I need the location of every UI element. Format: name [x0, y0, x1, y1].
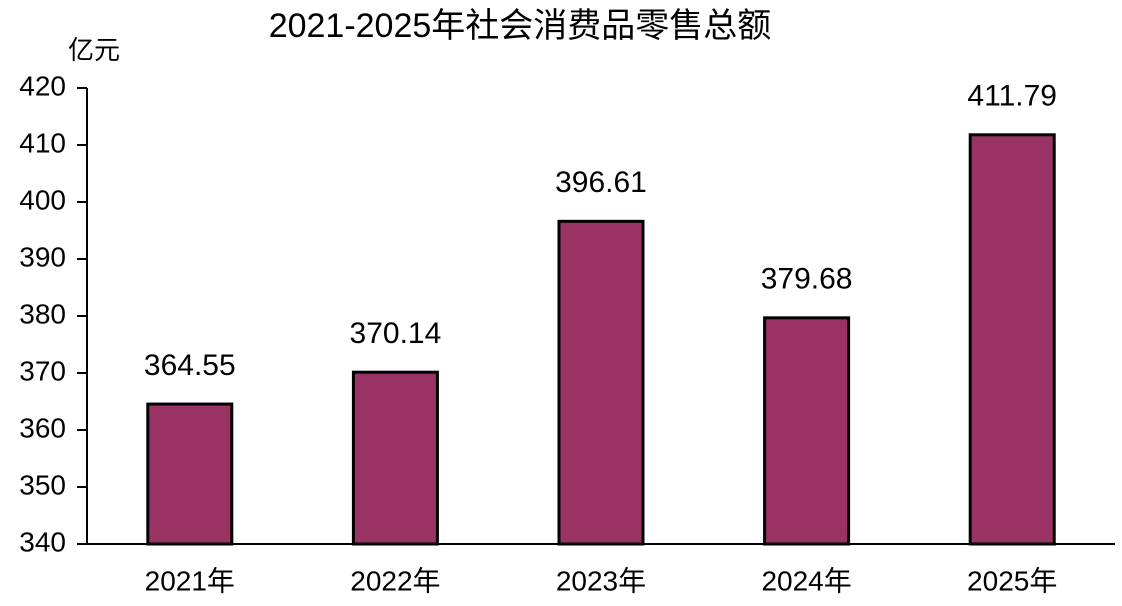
bar — [146, 402, 234, 546]
y-tick-label: 350 — [19, 469, 66, 500]
x-tick-label: 2021年 — [145, 565, 235, 596]
y-tick-label: 400 — [19, 184, 66, 215]
y-tick-label: 340 — [19, 526, 66, 557]
y-tick-label: 390 — [19, 241, 66, 272]
y-tick-label: 360 — [19, 412, 66, 443]
y-tick-label: 380 — [19, 298, 66, 329]
chart-title: 2021-2025年社会消费品零售总额 — [269, 7, 772, 45]
bar — [351, 370, 439, 546]
x-tick-label: 2024年 — [761, 565, 851, 596]
bar — [557, 219, 645, 546]
data-label: 396.61 — [555, 166, 647, 199]
bar — [763, 316, 851, 546]
data-label: 411.79 — [967, 80, 1057, 113]
data-label: 370.14 — [350, 317, 442, 350]
y-tick-label: 410 — [19, 127, 66, 158]
data-label: 364.55 — [144, 349, 236, 382]
x-tick-label: 2025年 — [967, 565, 1057, 596]
y-tick-label: 420 — [19, 70, 66, 101]
data-label: 379.68 — [761, 263, 853, 296]
x-tick-label: 2022年 — [350, 565, 440, 596]
x-tick-label: 2023年 — [556, 565, 646, 596]
bar — [968, 133, 1056, 546]
y-axis-label: 亿元 — [68, 35, 120, 65]
y-tick-label: 370 — [19, 355, 66, 386]
